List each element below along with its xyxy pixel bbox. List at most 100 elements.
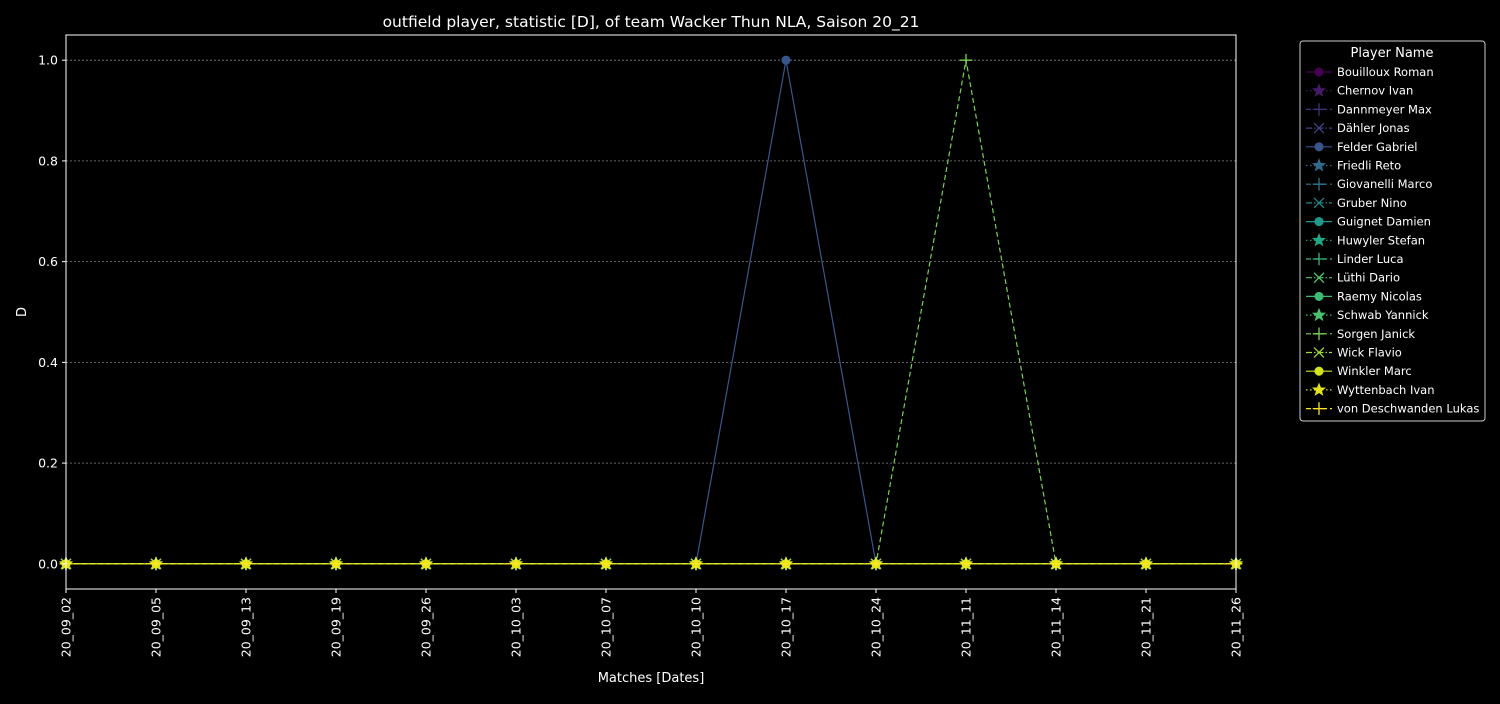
legend-label: Lüthi Dario — [1337, 271, 1400, 285]
legend-marker — [1311, 382, 1327, 396]
data-point — [1139, 557, 1153, 571]
y-axis-label: D — [15, 307, 30, 317]
legend-marker — [1314, 142, 1324, 152]
series-line — [66, 60, 1236, 565]
x-tick-label: 20_10_07 — [599, 597, 614, 657]
legend-box — [1299, 40, 1486, 422]
data-point — [781, 55, 791, 65]
legend-label: Dähler Jonas — [1337, 121, 1410, 135]
x-tick-label: 20_11_26 — [1229, 597, 1244, 657]
data-point — [239, 557, 253, 571]
legend-marker — [1314, 291, 1324, 301]
legend-marker — [1313, 122, 1325, 134]
legend-item: Dannmeyer Max — [1306, 102, 1432, 116]
data-point — [329, 557, 343, 571]
series-4 — [61, 55, 1241, 569]
legend-label: von Deschwanden Lukas — [1337, 402, 1479, 416]
data-point — [419, 557, 433, 571]
legend-marker — [1313, 347, 1325, 358]
legend-item: Winkler Marc — [1306, 364, 1412, 378]
x-axis-label: Matches [Dates] — [598, 671, 705, 686]
legend-item: Wick Flavio — [1306, 346, 1402, 360]
x-tick-label: 20_09_02 — [59, 597, 74, 657]
legend-label: Linder Luca — [1337, 252, 1404, 266]
legend-label: Schwab Yannick — [1337, 308, 1429, 322]
legend-item: von Deschwanden Lukas — [1306, 402, 1479, 416]
x-tick-label: 20_09_13 — [239, 597, 254, 657]
legend-item: Raemy Nicolas — [1306, 289, 1422, 303]
legend-label: Sorgen Janick — [1337, 327, 1415, 341]
y-tick-label: 0.6 — [38, 254, 58, 269]
series-1 — [58, 556, 1244, 570]
grid-layer — [66, 59, 1236, 565]
y-tick-label: 0.8 — [38, 153, 58, 168]
legend-label: Giovanelli Marco — [1337, 177, 1432, 191]
data-point — [779, 557, 793, 571]
legend-item: Giovanelli Marco — [1306, 177, 1432, 191]
x-tick-label: 20_10_10 — [689, 597, 704, 657]
legend-marker — [1311, 83, 1327, 97]
legend-label: Wyttenbach Ivan — [1337, 383, 1435, 397]
legend-marker — [1314, 217, 1324, 227]
data-point — [1049, 557, 1063, 571]
legend-marker — [1312, 103, 1326, 116]
legend-item: Huwyler Stefan — [1306, 232, 1425, 247]
chart-title: outfield player, statistic [D], of team … — [383, 13, 920, 32]
x-tick-label: 20_11_21 — [1139, 597, 1154, 657]
legend-label: Winkler Marc — [1337, 364, 1412, 378]
series-14 — [59, 53, 1243, 571]
data-point — [149, 557, 163, 571]
data-point — [869, 557, 883, 571]
series-line — [66, 60, 1236, 565]
legend-marker — [1313, 272, 1325, 284]
x-tick-label: 20_10_17 — [779, 597, 794, 657]
y-tick-label: 0.4 — [38, 355, 58, 370]
y-tick-label: 0.2 — [38, 456, 58, 471]
legend-label: Dannmeyer Max — [1337, 102, 1432, 116]
legend-marker — [1313, 197, 1325, 209]
legend-item: Bouilloux Roman — [1306, 65, 1434, 79]
legend-item: Friedli Reto — [1306, 158, 1401, 173]
y-tick-label: 1.0 — [38, 53, 58, 68]
x-tick-label: 20_10_03 — [509, 597, 524, 657]
data-point — [959, 557, 973, 571]
legend-label: Wick Flavio — [1337, 346, 1402, 360]
legend-item: Sorgen Janick — [1306, 327, 1415, 341]
series-layer — [58, 53, 1244, 571]
legend-item: Guignet Damien — [1306, 215, 1431, 229]
legend-label: Gruber Nino — [1337, 196, 1407, 210]
legend-label: Chernov Ivan — [1337, 84, 1413, 98]
legend-marker — [1311, 232, 1327, 247]
legend-item: Felder Gabriel — [1306, 140, 1417, 154]
legend-label: Raemy Nicolas — [1337, 289, 1422, 303]
y-tick-label: 0.0 — [38, 556, 58, 571]
legend-label: Bouilloux Roman — [1337, 65, 1434, 79]
legend-marker — [1312, 177, 1326, 191]
legend-item: Dähler Jonas — [1306, 121, 1410, 135]
legend-item: Linder Luca — [1306, 252, 1404, 266]
x-tick-label: 20_11_14 — [1049, 597, 1064, 657]
legend-marker — [1311, 307, 1327, 322]
data-point — [959, 53, 973, 67]
x-tick-label: 20_11_11 — [959, 597, 974, 657]
legend-items: Bouilloux Roman Chernov Ivan Dannmeyer Max… — [1306, 65, 1479, 416]
x-tick-label: 20_09_05 — [149, 597, 164, 657]
series-9 — [58, 556, 1244, 570]
legend-title: Player Name — [1351, 46, 1434, 61]
x-axis: 20_09_02 20_09_05 20_09_13 20_09_19 20_09_26… — [59, 589, 1244, 657]
y-axis: 0.0 0.2 0.4 0.6 0.8 1.0 — [38, 53, 66, 571]
x-tick-label: 20_09_19 — [329, 597, 344, 657]
legend-marker — [1312, 327, 1326, 341]
legend-item: Schwab Yannick — [1306, 307, 1429, 322]
legend: Player Name Bouilloux Roman Chernov Ivan D… — [1299, 40, 1486, 422]
legend-marker — [1312, 402, 1326, 415]
x-tick-label: 20_10_24 — [869, 597, 884, 657]
legend-item: Lüthi Dario — [1306, 271, 1400, 285]
legend-label: Huwyler Stefan — [1337, 233, 1425, 247]
series-5 — [58, 556, 1244, 570]
legend-item: Chernov Ivan — [1306, 83, 1413, 98]
legend-marker — [1314, 366, 1324, 376]
legend-label: Guignet Damien — [1337, 215, 1431, 229]
legend-label: Felder Gabriel — [1337, 140, 1417, 154]
